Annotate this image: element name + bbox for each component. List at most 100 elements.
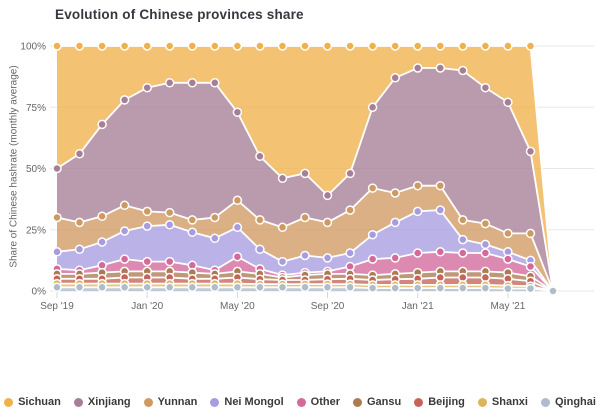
marker-nei-mongol[interactable]	[232, 222, 243, 233]
marker-qinghai[interactable]	[164, 282, 175, 293]
marker-xinjiang[interactable]	[345, 168, 355, 179]
marker-sichuan[interactable]	[300, 41, 310, 51]
marker-qinghai[interactable]	[277, 282, 288, 293]
marker-xinjiang[interactable]	[119, 95, 130, 105]
marker-sichuan[interactable]	[210, 41, 220, 51]
marker-sichuan[interactable]	[119, 41, 130, 51]
marker-yunnan[interactable]	[97, 211, 107, 222]
marker-sichuan[interactable]	[142, 41, 152, 51]
marker-other[interactable]	[458, 248, 468, 258]
marker-sichuan[interactable]	[255, 41, 265, 51]
marker-nei-mongol[interactable]	[480, 239, 491, 250]
marker-nei-mongol[interactable]	[52, 247, 62, 257]
marker-qinghai[interactable]	[300, 282, 310, 293]
marker-yunnan[interactable]	[119, 200, 130, 211]
marker-nei-mongol[interactable]	[119, 226, 130, 236]
marker-nei-mongol[interactable]	[300, 250, 310, 261]
marker-nei-mongol[interactable]	[345, 248, 355, 258]
legend-item-xinjiang[interactable]: Xinjiang	[73, 396, 131, 408]
legend-item-nei-mongol[interactable]: Nei Mongol	[210, 396, 284, 408]
marker-qinghai[interactable]	[390, 283, 400, 293]
marker-yunnan[interactable]	[142, 206, 152, 217]
marker-nei-mongol[interactable]	[322, 253, 333, 263]
marker-qinghai[interactable]	[74, 282, 85, 293]
marker-other[interactable]	[412, 248, 423, 258]
marker-sichuan[interactable]	[164, 41, 175, 51]
marker-qinghai[interactable]	[345, 282, 355, 293]
marker-xinjiang[interactable]	[322, 190, 333, 201]
marker-yunnan[interactable]	[345, 205, 355, 215]
marker-other[interactable]	[119, 254, 130, 264]
marker-xinjiang[interactable]	[367, 102, 378, 113]
marker-other[interactable]	[480, 248, 491, 258]
marker-nei-mongol[interactable]	[164, 220, 175, 230]
marker-yunnan[interactable]	[458, 215, 468, 225]
marker-yunnan[interactable]	[300, 212, 310, 223]
marker-other[interactable]	[142, 256, 152, 267]
marker-yunnan[interactable]	[322, 217, 333, 228]
marker-yunnan[interactable]	[480, 218, 491, 229]
marker-qinghai[interactable]	[255, 282, 265, 293]
marker-xinjiang[interactable]	[210, 78, 220, 88]
marker-xinjiang[interactable]	[142, 82, 152, 93]
legend-item-qinghai[interactable]: Qinghai	[540, 396, 596, 408]
marker-nei-mongol[interactable]	[187, 227, 198, 237]
marker-qinghai[interactable]	[367, 283, 378, 293]
marker-sichuan[interactable]	[525, 41, 536, 51]
marker-sichuan[interactable]	[187, 41, 198, 51]
marker-xinjiang[interactable]	[412, 63, 423, 73]
marker-qinghai[interactable]	[210, 282, 220, 293]
marker-sichuan[interactable]	[322, 41, 333, 51]
marker-sichuan[interactable]	[232, 41, 243, 51]
marker-nei-mongol[interactable]	[390, 217, 400, 228]
marker-xinjiang[interactable]	[97, 119, 107, 130]
legend-item-other[interactable]: Other	[296, 396, 340, 408]
marker-nei-mongol[interactable]	[255, 244, 265, 255]
marker-sichuan[interactable]	[277, 41, 288, 51]
marker-sichuan[interactable]	[367, 41, 378, 51]
marker-qinghai[interactable]	[322, 282, 333, 293]
marker-xinjiang[interactable]	[480, 82, 491, 93]
marker-qinghai[interactable]	[119, 282, 130, 293]
marker-qinghai[interactable]	[435, 283, 446, 293]
marker-xinjiang[interactable]	[255, 151, 265, 162]
marker-sichuan[interactable]	[435, 41, 446, 51]
legend-item-gansu[interactable]: Gansu	[353, 396, 401, 408]
marker-qinghai[interactable]	[458, 283, 468, 293]
marker-xinjiang[interactable]	[458, 65, 468, 76]
marker-yunnan[interactable]	[232, 195, 243, 206]
legend-item-sichuan[interactable]: Sichuan	[4, 396, 61, 408]
marker-sichuan[interactable]	[458, 41, 468, 51]
marker-yunnan[interactable]	[187, 215, 198, 225]
marker-nei-mongol[interactable]	[458, 234, 468, 245]
marker-yunnan[interactable]	[277, 222, 288, 233]
marker-qinghai[interactable]	[97, 282, 107, 293]
marker-yunnan[interactable]	[525, 228, 536, 239]
marker-yunnan[interactable]	[255, 215, 265, 225]
marker-other[interactable]	[232, 251, 243, 262]
marker-nei-mongol[interactable]	[277, 256, 288, 267]
marker-qinghai[interactable]	[412, 283, 423, 293]
marker-xinjiang[interactable]	[503, 97, 513, 108]
marker-yunnan[interactable]	[52, 212, 62, 223]
marker-other[interactable]	[390, 253, 400, 263]
marker-yunnan[interactable]	[74, 217, 85, 228]
marker-yunnan[interactable]	[210, 212, 220, 223]
marker-other[interactable]	[503, 254, 513, 264]
marker-xinjiang[interactable]	[52, 163, 62, 174]
marker-nei-mongol[interactable]	[210, 233, 220, 244]
marker-other[interactable]	[367, 254, 378, 264]
marker-other[interactable]	[435, 247, 446, 257]
marker-xinjiang[interactable]	[435, 63, 446, 73]
marker-nei-mongol[interactable]	[97, 237, 107, 247]
marker-qinghai[interactable]	[232, 282, 243, 293]
marker-yunnan[interactable]	[435, 180, 446, 191]
marker-sichuan[interactable]	[503, 41, 513, 51]
marker-xinjiang[interactable]	[390, 73, 400, 83]
marker-nei-mongol[interactable]	[412, 206, 423, 217]
marker-sichuan[interactable]	[74, 41, 85, 51]
marker-qinghai[interactable]	[525, 283, 536, 294]
marker-qinghai[interactable]	[480, 283, 491, 293]
marker-xinjiang[interactable]	[74, 149, 85, 159]
marker-qinghai[interactable]	[142, 282, 152, 293]
